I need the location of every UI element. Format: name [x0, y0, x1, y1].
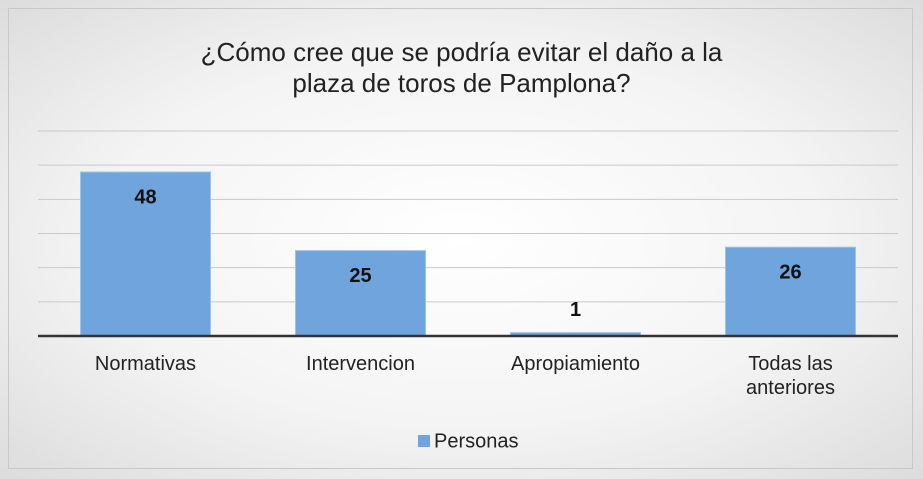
value-label: 25	[349, 265, 371, 287]
chart-title: ¿Cómo cree que se podría evitar el daño …	[200, 37, 723, 98]
value-label: 48	[134, 186, 156, 208]
x-tick-label: Normativas	[94, 353, 197, 375]
legend-label: Personas	[434, 430, 519, 452]
x-tick-label: Intervencion	[306, 353, 415, 375]
value-label: 26	[779, 261, 801, 283]
x-tick-label: Todas las anteriores	[746, 353, 835, 399]
chart-border	[8, 8, 913, 469]
x-tick-label: Apropiamiento	[511, 353, 640, 375]
legend-swatch	[418, 435, 430, 447]
bar	[295, 250, 426, 337]
bar	[725, 246, 856, 337]
value-label: 1	[570, 299, 581, 321]
